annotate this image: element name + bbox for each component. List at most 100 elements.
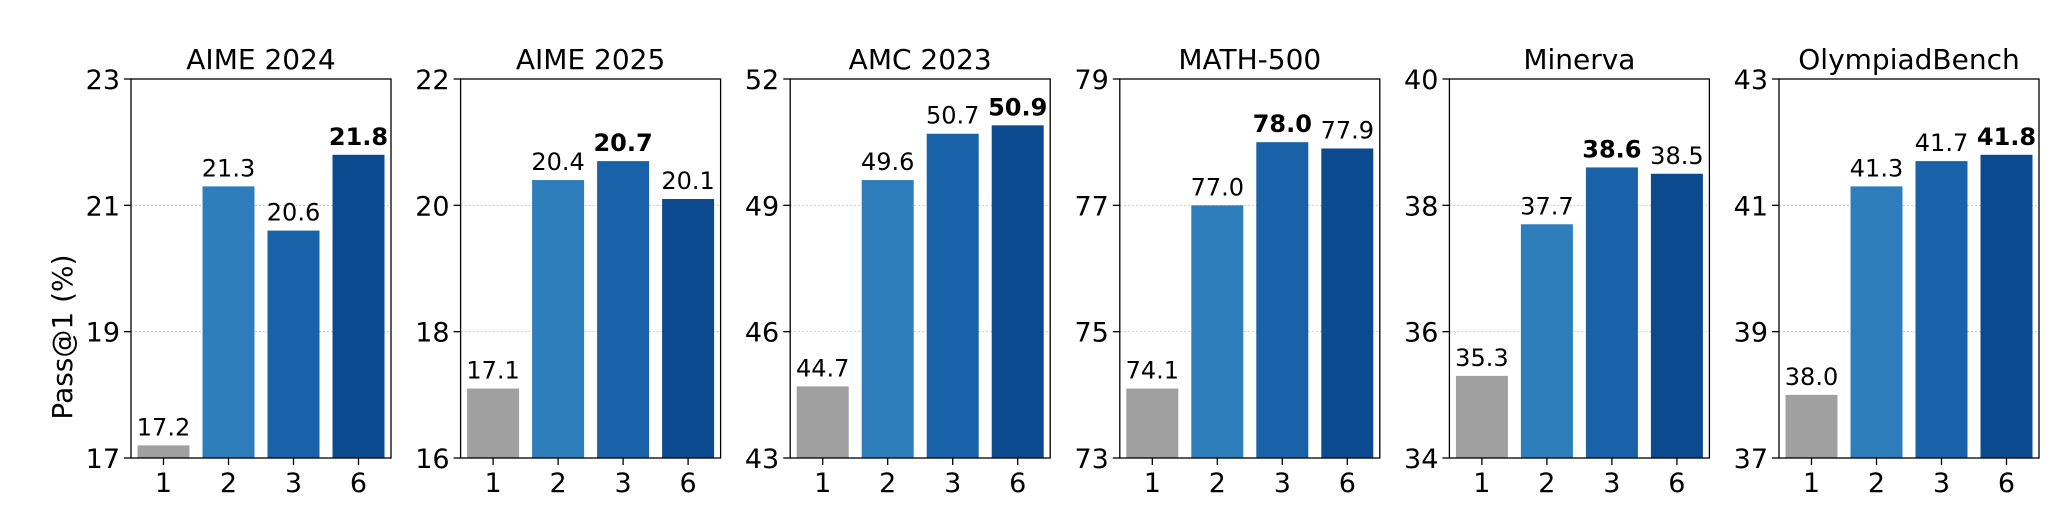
panel-title: AIME 2025 <box>516 43 665 76</box>
bar <box>202 186 255 458</box>
data-label: 74.1 <box>1126 357 1179 385</box>
panel-title: MATH-500 <box>1178 43 1321 76</box>
x-tick-label: 3 <box>1274 468 1291 499</box>
data-label: 38.5 <box>1650 142 1703 170</box>
x-tick-label: 6 <box>1339 468 1356 499</box>
y-tick-label: 36 <box>1404 318 1438 349</box>
bar <box>532 180 585 459</box>
x-tick-label: 2 <box>1868 468 1885 499</box>
bar <box>662 199 715 458</box>
x-tick-label: 2 <box>1538 468 1555 499</box>
bar <box>1980 154 2033 459</box>
data-label: 50.9 <box>988 93 1047 121</box>
y-tick-label: 52 <box>745 65 779 96</box>
y-tick-label: 77 <box>1074 191 1108 222</box>
x-tick-label: 3 <box>1603 468 1620 499</box>
bar <box>1785 394 1838 458</box>
data-label: 21.8 <box>329 123 388 151</box>
plot-frame <box>130 78 392 459</box>
bar <box>1915 161 1968 458</box>
panel-title: OlympiadBench <box>1798 43 2019 76</box>
y-tick-label: 17 <box>86 444 120 475</box>
bar <box>467 388 520 458</box>
y-tick-label: 46 <box>745 318 779 349</box>
data-label: 50.7 <box>926 102 979 130</box>
bar <box>1256 142 1309 458</box>
bar <box>861 180 914 459</box>
bar <box>137 445 190 458</box>
panel-title: AIME 2024 <box>186 43 335 76</box>
y-tick-label: 18 <box>415 318 449 349</box>
data-label: 20.4 <box>531 148 584 176</box>
bar <box>597 161 650 458</box>
data-label: 20.1 <box>661 167 714 195</box>
x-tick-label: 2 <box>1209 468 1226 499</box>
data-label: 20.7 <box>593 129 652 157</box>
y-tick-label: 34 <box>1404 444 1438 475</box>
data-label: 37.7 <box>1520 192 1573 220</box>
bar <box>1585 167 1638 458</box>
y-tick-label: 37 <box>1734 444 1768 475</box>
data-label: 17.1 <box>466 357 519 385</box>
y-tick-label: 39 <box>1734 318 1768 349</box>
x-tick-label: 3 <box>285 468 302 499</box>
y-tick-label: 38 <box>1404 191 1438 222</box>
y-axis-label: Pass@1 (%) <box>46 254 79 419</box>
chart-panel: 44.7 49.6 50.7 50.9 43 46 49 52 1 2 3 6 AMC 2023 <box>745 43 1051 499</box>
plot-frame <box>1119 78 1381 459</box>
data-label: 20.6 <box>267 199 320 227</box>
chart-panel: 38.0 41.3 41.7 41.8 37 39 41 43 1 2 3 6 OlympiadBenc… <box>1734 43 2040 499</box>
bar <box>1650 173 1703 458</box>
y-tick-label: 20 <box>415 191 449 222</box>
data-label: 21.3 <box>202 154 255 182</box>
y-tick-label: 79 <box>1074 65 1108 96</box>
data-label: 44.7 <box>796 354 849 382</box>
y-tick-label: 41 <box>1734 191 1768 222</box>
y-tick-label: 16 <box>415 444 449 475</box>
bar <box>1850 186 1903 458</box>
plot-frame <box>1778 78 2040 459</box>
chart-panel: 17.1 20.4 20.7 20.1 16 18 20 22 1 2 3 6 AIME 2025 <box>415 43 722 499</box>
bar <box>1191 205 1244 458</box>
data-label: 77.0 <box>1191 173 1244 201</box>
y-tick-label: 73 <box>1074 444 1108 475</box>
y-tick-label: 43 <box>1734 65 1768 96</box>
bar <box>1520 224 1573 458</box>
plot-frame <box>1448 78 1711 459</box>
data-label: 38.0 <box>1785 363 1838 391</box>
data-label: 41.7 <box>1915 129 1968 157</box>
x-tick-label: 2 <box>550 468 567 499</box>
x-tick-label: 6 <box>350 468 367 499</box>
plot-frame <box>459 78 722 459</box>
y-tick-label: 19 <box>86 318 120 349</box>
x-tick-label: 1 <box>485 468 502 499</box>
x-tick-label: 2 <box>220 468 237 499</box>
x-tick-label: 1 <box>1803 468 1820 499</box>
bar <box>332 154 385 459</box>
data-label: 38.6 <box>1582 135 1641 163</box>
data-label: 77.9 <box>1321 116 1374 144</box>
y-tick-label: 49 <box>745 191 779 222</box>
bar <box>1321 148 1374 458</box>
x-tick-label: 2 <box>879 468 896 499</box>
y-tick-label: 75 <box>1074 318 1108 349</box>
x-tick-label: 1 <box>814 468 831 499</box>
x-tick-label: 3 <box>1933 468 1950 499</box>
data-label: 35.3 <box>1455 344 1508 372</box>
panel-title: AMC 2023 <box>849 43 992 76</box>
y-tick-label: 43 <box>745 444 779 475</box>
x-tick-label: 6 <box>1009 468 1026 499</box>
data-label: 17.2 <box>137 413 190 441</box>
data-label: 41.3 <box>1850 154 1903 182</box>
data-label: 41.8 <box>1977 123 2036 151</box>
bar <box>1455 375 1508 458</box>
x-tick-label: 6 <box>1998 468 2015 499</box>
bar <box>796 386 849 458</box>
chart-panel: 74.1 77.0 78.0 77.9 73 75 77 79 1 2 3 6 MATH-500 <box>1074 43 1381 499</box>
panel-title: Minerva <box>1523 43 1635 76</box>
x-tick-label: 3 <box>615 468 632 499</box>
